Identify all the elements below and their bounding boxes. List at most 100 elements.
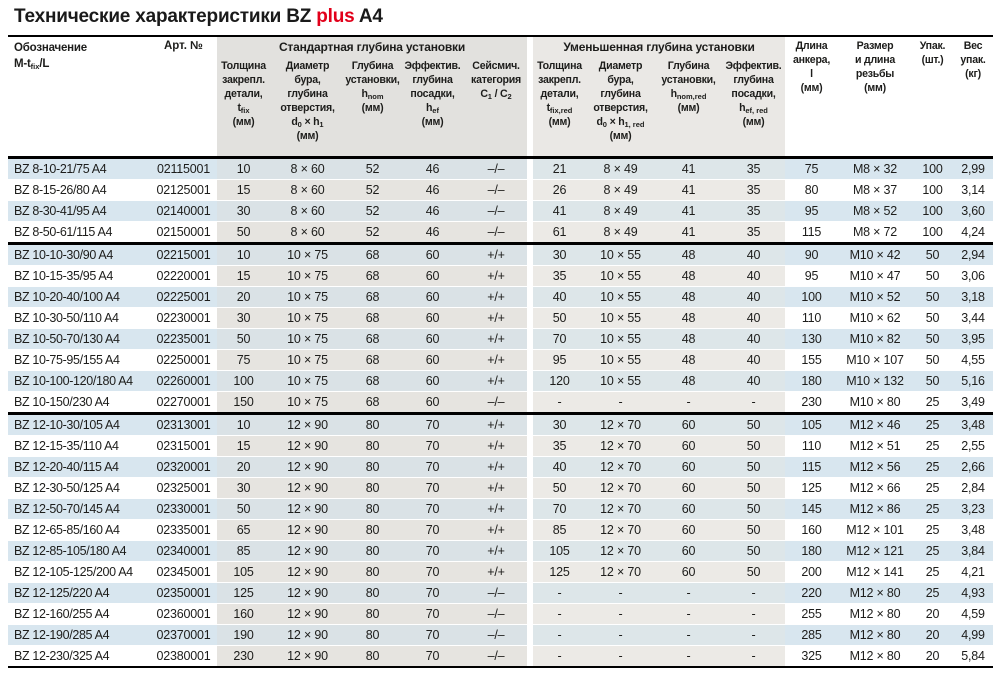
table-row: BZ 10-30-50/110 A4 02230001 30 10 × 75 68 60 +… [8, 307, 993, 329]
cell: 160 [785, 519, 838, 541]
cell: - [655, 624, 722, 646]
col-header-thickness-reduced: Толщина закрепл. детали, tfix,red (мм) [533, 57, 586, 159]
column-gap [527, 349, 533, 371]
cell: 68 [345, 328, 400, 350]
cell: 100 [217, 370, 270, 392]
cell: 2,99 [953, 157, 993, 180]
cell: 21 [533, 157, 586, 180]
cell: 70 [400, 498, 465, 520]
cell: M12 × 80 [838, 624, 912, 646]
column-gap [527, 582, 533, 604]
cell: M12 × 56 [838, 456, 912, 478]
cell: 3,18 [953, 286, 993, 308]
cell: 02380001 [150, 645, 217, 668]
cell: - [533, 645, 586, 668]
col-header-pack-weight: Вес упак. (кг) [953, 36, 993, 159]
cell: 35 [722, 200, 785, 222]
cell: 95 [785, 265, 838, 287]
cell: +/+ [465, 540, 527, 562]
cell: 10 × 55 [586, 328, 655, 350]
cell: 40 [533, 456, 586, 478]
cell: 25 [912, 519, 953, 541]
cell: 48 [655, 307, 722, 329]
cell: 60 [655, 456, 722, 478]
cell: +/+ [465, 456, 527, 478]
cell: 35 [533, 435, 586, 457]
cell: 60 [655, 561, 722, 583]
cell-designation: BZ 12-160/255 A4 [8, 603, 150, 625]
cell: 2,84 [953, 477, 993, 499]
cell: 95 [533, 349, 586, 371]
cell-designation: BZ 12-30-50/125 A4 [8, 477, 150, 499]
cell: 3,14 [953, 179, 993, 201]
cell: 10 × 55 [586, 286, 655, 308]
cell: 3,49 [953, 391, 993, 414]
cell: 60 [655, 477, 722, 499]
cell: 8 × 60 [270, 221, 345, 244]
column-gap [527, 265, 533, 287]
cell: 25 [912, 412, 953, 436]
cell: 50 [722, 435, 785, 457]
cell: M10 × 62 [838, 307, 912, 329]
cell: M8 × 52 [838, 200, 912, 222]
cell: 12 × 90 [270, 624, 345, 646]
cell: 70 [400, 582, 465, 604]
cell: - [533, 391, 586, 414]
cell: 80 [785, 179, 838, 201]
cell: 70 [533, 328, 586, 350]
cell: 60 [655, 498, 722, 520]
cell: 02340001 [150, 540, 217, 562]
cell: 200 [785, 561, 838, 583]
cell: 60 [400, 328, 465, 350]
cell: 80 [345, 412, 400, 436]
cell: 10 × 75 [270, 265, 345, 287]
cell: 75 [217, 349, 270, 371]
cell: 60 [655, 540, 722, 562]
cell: 12 × 90 [270, 412, 345, 436]
cell: +/+ [465, 477, 527, 499]
cell-designation: BZ 12-65-85/160 A4 [8, 519, 150, 541]
cell: 100 [912, 157, 953, 180]
cell: 70 [400, 412, 465, 436]
cell: 90 [785, 242, 838, 266]
cell: 12 × 70 [586, 477, 655, 499]
cell: 15 [217, 265, 270, 287]
cell: 4,93 [953, 582, 993, 604]
table-row: BZ 10-150/230 A4 02270001 150 10 × 75 68 60 –/… [8, 391, 993, 414]
cell: 50 [533, 477, 586, 499]
cell: 52 [345, 157, 400, 180]
cell: 8 × 49 [586, 200, 655, 222]
table-row: BZ 8-15-26/80 A4 02125001 15 8 × 60 52 46 –/– 2… [8, 179, 993, 201]
cell: 02235001 [150, 328, 217, 350]
cell: –/– [465, 221, 527, 244]
cell: 50 [912, 370, 953, 392]
column-gap [527, 157, 533, 180]
cell: 3,06 [953, 265, 993, 287]
cell: 180 [785, 370, 838, 392]
cell: 4,55 [953, 349, 993, 371]
cell-designation: BZ 8-10-21/75 A4 [8, 157, 150, 180]
table-row: BZ 10-100-120/180 A4 02260001 100 10 × 75 68… [8, 370, 993, 392]
cell: 02345001 [150, 561, 217, 583]
cell-designation: BZ 12-20-40/115 A4 [8, 456, 150, 478]
column-gap [527, 412, 533, 436]
cell: 02350001 [150, 582, 217, 604]
cell: 02315001 [150, 435, 217, 457]
cell: 30 [533, 242, 586, 266]
cell: 50 [912, 307, 953, 329]
cell: - [586, 603, 655, 625]
cell: 50 [912, 349, 953, 371]
cell: +/+ [465, 561, 527, 583]
cell: 68 [345, 286, 400, 308]
cell: 2,66 [953, 456, 993, 478]
cell: 48 [655, 328, 722, 350]
cell: 25 [912, 456, 953, 478]
cell: 10 × 75 [270, 349, 345, 371]
cell: 10 × 75 [270, 286, 345, 308]
cell: 40 [722, 349, 785, 371]
cell: 68 [345, 370, 400, 392]
title-text-2: A4 [354, 6, 383, 27]
cell: 85 [217, 540, 270, 562]
cell: 30 [217, 307, 270, 329]
col-header-drill-diameter-std: Диаметр бура, глубина отверстия, d0 × h1 (м… [270, 57, 345, 159]
